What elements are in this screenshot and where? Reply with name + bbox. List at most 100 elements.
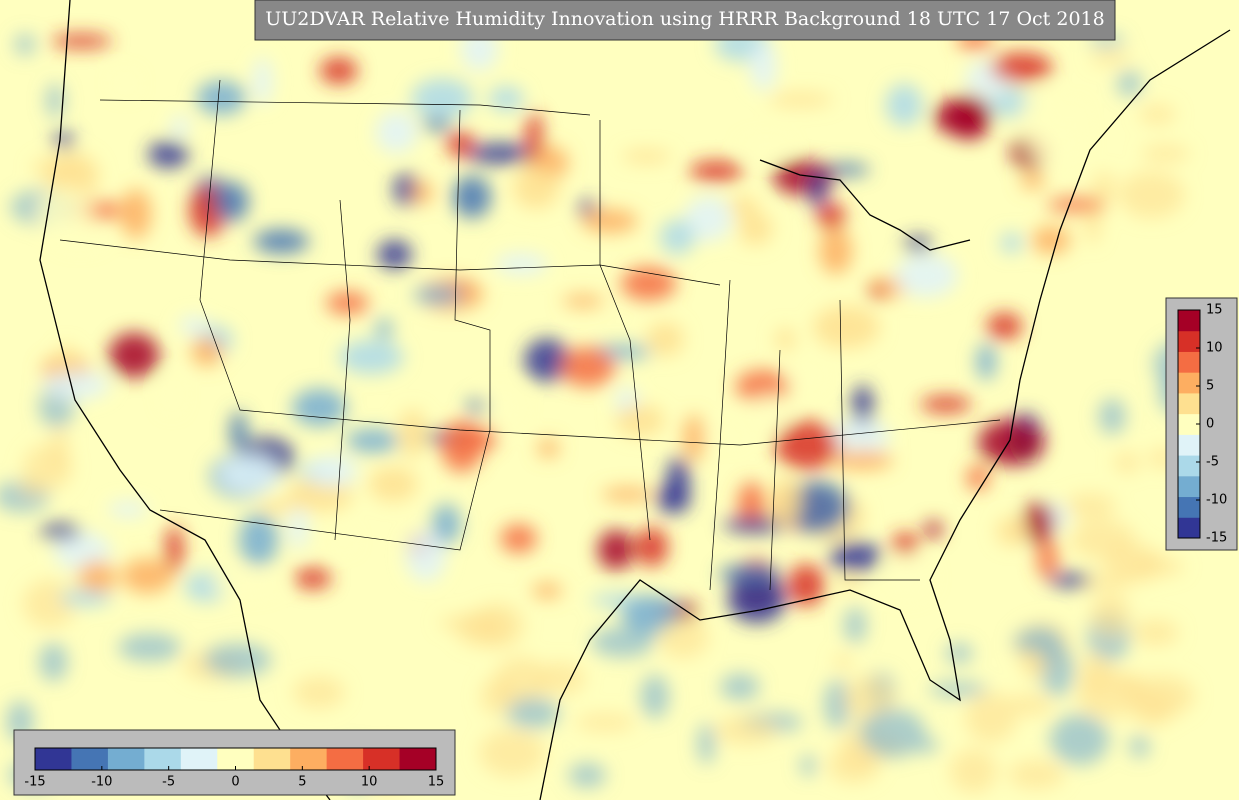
field-blob [230, 410, 248, 454]
field-blob [345, 429, 400, 453]
field-blob [808, 168, 828, 209]
field-blob [1132, 619, 1179, 646]
field-blob [684, 195, 733, 242]
field-blob [830, 450, 894, 470]
field-blob [827, 748, 880, 784]
field-blob [735, 370, 790, 403]
field-blob [326, 291, 369, 315]
field-blob [1023, 647, 1046, 680]
colorbar-segment [399, 748, 437, 770]
field-blob [722, 517, 788, 533]
field-blob [834, 653, 852, 671]
border-line [334, 199, 351, 541]
field-blob [1036, 539, 1059, 579]
field-blob [750, 394, 789, 432]
field-blob [500, 524, 537, 553]
border-line [599, 120, 651, 541]
tick-label: -5 [162, 775, 175, 790]
field-blob [163, 377, 181, 411]
field-blob [720, 673, 760, 701]
field-blob [715, 716, 778, 745]
field-blob [1117, 70, 1142, 98]
field-blob [1141, 144, 1190, 163]
title: UU2DVAR Relative Humidity Innovation usi… [265, 8, 1104, 30]
border-line [99, 99, 591, 116]
field-blob [1008, 760, 1065, 790]
field-blob [114, 72, 137, 94]
field-blob [785, 481, 850, 534]
field-blob [217, 454, 281, 494]
tick-label: -5 [1206, 455, 1219, 470]
great-lakes [759, 159, 971, 251]
field-blob [375, 111, 418, 154]
field-blob [107, 501, 148, 518]
field-blob [1008, 694, 1053, 716]
tick-label: 5 [1206, 379, 1214, 394]
field-blob [488, 86, 524, 112]
field-blob [411, 180, 433, 205]
field-blob [293, 676, 345, 709]
field-blob [666, 456, 690, 504]
colorbar-segment [1178, 372, 1200, 394]
colorbar-segment [1178, 351, 1200, 373]
tick-label: 10 [361, 775, 378, 790]
colorbar-segment [1178, 517, 1200, 539]
colorbar-segment [1178, 413, 1200, 435]
field-blob [59, 590, 112, 606]
field-blob [22, 579, 77, 628]
field-blob [924, 520, 943, 539]
field-blob [393, 173, 418, 206]
field-blob [1048, 573, 1092, 588]
border-line [159, 109, 491, 551]
field-blob [560, 347, 616, 387]
title-box [254, 0, 1116, 41]
field-blob [1022, 502, 1055, 544]
field-blob [697, 723, 716, 765]
field-blob [147, 141, 189, 169]
field-blob [411, 78, 474, 119]
tick-label: 15 [428, 775, 445, 790]
field-blob [178, 316, 210, 335]
colorbar-segment [180, 748, 218, 770]
field-blob [196, 80, 247, 115]
field-blob [494, 656, 549, 706]
field-blob [944, 643, 973, 664]
field-blob [965, 692, 1017, 743]
field-blob [446, 130, 475, 158]
border-line [709, 279, 920, 591]
field-blob [615, 404, 665, 437]
field-blob [42, 370, 110, 400]
field-blob [950, 749, 997, 794]
field-blob [398, 409, 427, 458]
field-blob [1114, 451, 1141, 474]
field-blob [829, 541, 882, 572]
field-blob [258, 499, 298, 513]
field-blob [1020, 172, 1045, 190]
field-blob [78, 560, 117, 595]
field-blob [40, 523, 81, 540]
field-blob [532, 582, 562, 599]
field-blob [689, 160, 744, 182]
state-borders [59, 79, 1001, 591]
field-blob [495, 253, 548, 275]
field-blob [824, 679, 852, 730]
field-blob [118, 633, 182, 662]
field-blob [1139, 104, 1176, 125]
field-blob [58, 230, 103, 248]
field-blob [1046, 197, 1106, 213]
field-blob [422, 117, 452, 132]
field-blob [1000, 232, 1023, 253]
tick-label: -10 [1206, 493, 1227, 508]
field-blob [336, 531, 353, 549]
field-blob [1049, 713, 1110, 766]
field-blob [440, 421, 483, 473]
field-blob [991, 52, 1053, 83]
field-blob [477, 387, 524, 429]
field-blob [1026, 124, 1088, 165]
field-blob [1103, 543, 1163, 584]
tick-label: 0 [1206, 417, 1214, 432]
field-blob [799, 755, 817, 776]
field-blob [770, 477, 802, 526]
field-blob [1089, 50, 1132, 66]
